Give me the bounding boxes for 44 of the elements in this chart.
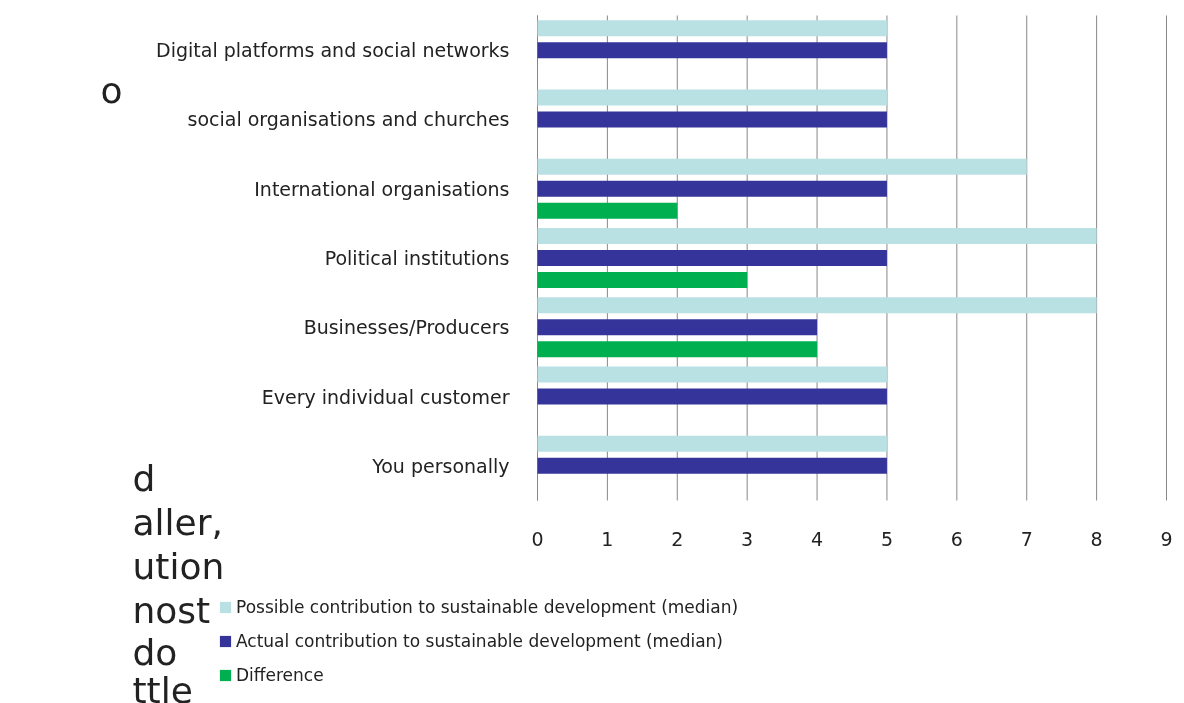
- legend-label: Actual contribution to sustainable development (median): [236, 631, 723, 651]
- bar: [537, 42, 887, 59]
- y-tick-label: Digital platforms and social networks: [156, 39, 510, 62]
- x-tick-label: 2: [671, 527, 684, 550]
- y-tick-label: Businesses/Producers: [303, 316, 510, 339]
- x-tick-label: 9: [1160, 527, 1173, 550]
- legend-label: Difference: [236, 665, 324, 685]
- y-tick-label: social organisations and churches: [187, 108, 510, 131]
- x-tick-label: 6: [950, 527, 963, 550]
- bar: [537, 180, 887, 197]
- y-tick-label: Every individual customer: [261, 385, 510, 408]
- x-tick-label: 3: [741, 527, 754, 550]
- y-tick-label: You personally: [371, 454, 510, 477]
- bar: [537, 250, 887, 266]
- bar: [537, 111, 887, 128]
- bar: [537, 202, 678, 219]
- x-tick-label: 7: [1020, 527, 1033, 550]
- legend-label: Possible contribution to sustainable development (median): [236, 597, 739, 617]
- text: aller,: [132, 502, 223, 543]
- text: d: [132, 458, 156, 499]
- text: ution: [132, 546, 225, 587]
- text: o: [100, 70, 123, 111]
- bar: [537, 319, 818, 336]
- bar: [537, 366, 887, 383]
- text: nost: [132, 590, 211, 631]
- bar: [537, 158, 1027, 175]
- y-tick-label: Political institutions: [324, 247, 510, 269]
- bar: [537, 388, 887, 405]
- x-tick-label: 1: [601, 527, 614, 550]
- bar: [537, 435, 887, 452]
- bar: [537, 341, 818, 358]
- text: do: [132, 632, 178, 673]
- bar: [537, 272, 748, 288]
- text: ttle: [132, 670, 193, 703]
- x-tick-label: 4: [811, 527, 824, 550]
- y-tick-label: International organisations: [254, 177, 510, 200]
- bar: [537, 297, 1097, 314]
- bar: [537, 457, 887, 474]
- x-tick-label: 8: [1090, 527, 1103, 550]
- x-tick-label: 0: [531, 527, 544, 550]
- x-tick-label: 5: [880, 527, 893, 550]
- bar: [537, 20, 887, 37]
- bar: [537, 89, 887, 106]
- bar: [537, 228, 1097, 244]
